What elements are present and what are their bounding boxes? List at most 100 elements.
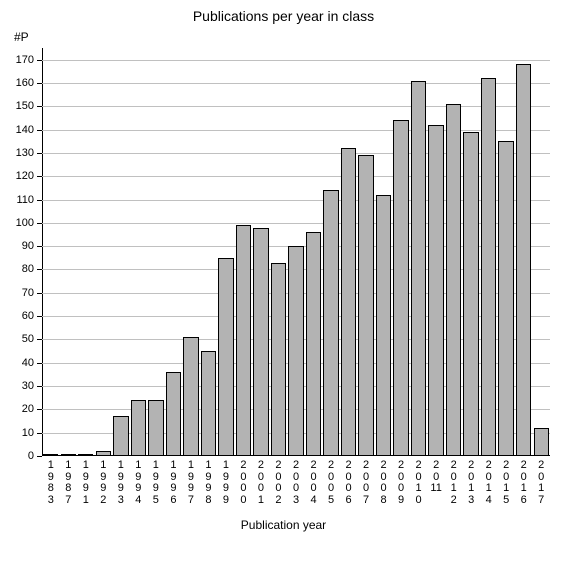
x-tick-label: 2000 (237, 460, 249, 506)
y-tick (37, 246, 42, 247)
y-tick-label: 150 (0, 100, 34, 112)
bar (393, 120, 408, 456)
y-tick-label: 70 (0, 287, 34, 299)
y-tick-label: 50 (0, 333, 34, 345)
chart-title: Publications per year in class (0, 8, 567, 24)
y-tick-label: 130 (0, 147, 34, 159)
y-tick (37, 293, 42, 294)
bar (323, 190, 338, 456)
y-tick (37, 363, 42, 364)
x-tick-label: 2009 (395, 460, 407, 506)
x-tick-label: 1993 (115, 460, 127, 506)
x-tick-label: 1983 (45, 460, 57, 506)
bar (113, 416, 128, 456)
x-tick-label: 2010 (413, 460, 425, 506)
x-tick-label: 2006 (343, 460, 355, 506)
y-axis-line (42, 48, 43, 456)
y-tick (37, 106, 42, 107)
y-tick (37, 60, 42, 61)
bar (376, 195, 391, 456)
y-axis-label: #P (14, 30, 29, 44)
bar (428, 125, 443, 456)
bar (43, 454, 58, 456)
x-tick-label: 1994 (132, 460, 144, 506)
x-tick-label: 1987 (62, 460, 74, 506)
bar (131, 400, 146, 456)
y-tick (37, 200, 42, 201)
y-tick (37, 339, 42, 340)
x-tick-label: 2014 (483, 460, 495, 506)
x-tick-label: 1997 (185, 460, 197, 506)
y-tick (37, 269, 42, 270)
y-tick-label: 60 (0, 310, 34, 322)
x-tick-label: 2016 (518, 460, 530, 506)
x-axis-label: Publication year (0, 518, 567, 532)
bar (341, 148, 356, 456)
y-tick-label: 30 (0, 380, 34, 392)
y-tick-label: 140 (0, 124, 34, 136)
y-tick-label: 160 (0, 77, 34, 89)
x-tick-label: 2008 (378, 460, 390, 506)
x-tick-label: 2004 (308, 460, 320, 506)
y-tick (37, 409, 42, 410)
bar (288, 246, 303, 456)
bar (498, 141, 513, 456)
plot-area (42, 48, 550, 456)
y-tick-label: 120 (0, 170, 34, 182)
x-tick-label: 1999 (220, 460, 232, 506)
bar (481, 78, 496, 456)
x-tick-label: 2012 (448, 460, 460, 506)
gridline (42, 83, 550, 84)
y-tick (37, 456, 42, 457)
bar (61, 454, 76, 456)
x-tick-label: 2017 (535, 460, 547, 506)
x-tick-label: 2011 (430, 460, 442, 495)
bar (166, 372, 181, 456)
y-tick-label: 80 (0, 263, 34, 275)
y-tick (37, 433, 42, 434)
y-tick-label: 0 (0, 450, 34, 462)
bar (253, 228, 268, 456)
y-tick-label: 100 (0, 217, 34, 229)
bar (78, 454, 93, 456)
x-tick-label: 2007 (360, 460, 372, 506)
y-tick (37, 316, 42, 317)
y-tick-label: 10 (0, 427, 34, 439)
gridline (42, 60, 550, 61)
y-tick (37, 130, 42, 131)
chart-frame: Publications per year in class #P Public… (0, 0, 567, 567)
bar (516, 64, 531, 456)
bar (534, 428, 549, 456)
y-tick-label: 170 (0, 54, 34, 66)
bar (183, 337, 198, 456)
y-tick-label: 20 (0, 403, 34, 415)
x-tick-label: 1998 (202, 460, 214, 506)
bar (96, 451, 111, 456)
y-tick-label: 40 (0, 357, 34, 369)
y-tick-label: 90 (0, 240, 34, 252)
bar (271, 263, 286, 457)
x-tick-label: 2015 (500, 460, 512, 506)
x-tick-label: 2013 (465, 460, 477, 506)
x-tick-label: 1995 (150, 460, 162, 506)
bar (463, 132, 478, 456)
y-tick (37, 386, 42, 387)
bar (358, 155, 373, 456)
bar (201, 351, 216, 456)
x-tick-label: 2001 (255, 460, 267, 506)
x-tick-label: 2005 (325, 460, 337, 506)
x-tick-label: 1991 (80, 460, 92, 506)
gridline (42, 130, 550, 131)
y-tick (37, 176, 42, 177)
x-tick-label: 2003 (290, 460, 302, 506)
x-tick-label: 1992 (97, 460, 109, 506)
y-tick-label: 110 (0, 194, 34, 206)
x-tick-label: 1996 (167, 460, 179, 506)
bar (411, 81, 426, 456)
bar (306, 232, 321, 456)
x-tick-label: 2002 (272, 460, 284, 506)
gridline (42, 106, 550, 107)
bar (446, 104, 461, 456)
bar (148, 400, 163, 456)
bar (236, 225, 251, 456)
